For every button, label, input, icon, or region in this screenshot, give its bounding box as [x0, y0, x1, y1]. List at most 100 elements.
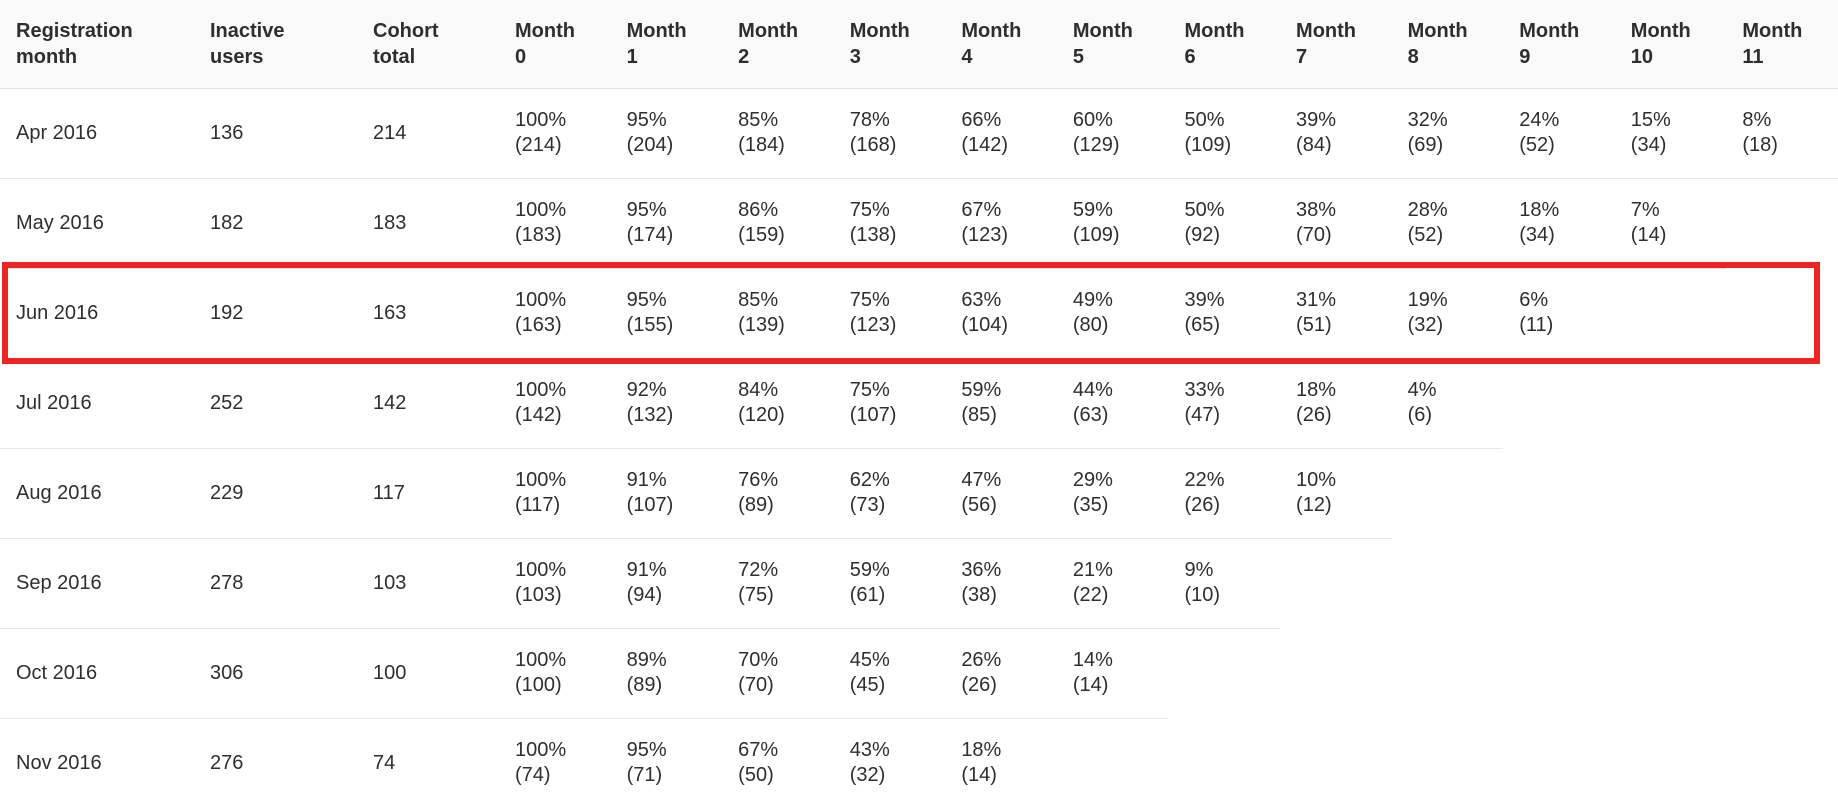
retention-count: (107) [849, 404, 897, 426]
retention-cell: 95% (71) [610, 718, 723, 806]
retention-count: (65) [1184, 314, 1221, 336]
retention-cell: 44% (63) [1056, 358, 1169, 449]
retention-percentage: 4% [1407, 379, 1437, 401]
empty-cell [1726, 628, 1838, 718]
retention-cell: 22% (26) [1168, 448, 1281, 539]
retention-percentage: 28% [1407, 199, 1448, 221]
retention-percentage: 45% [849, 649, 890, 671]
retention-cell: 50% (92) [1168, 178, 1281, 269]
retention-percentage: 91% [626, 469, 667, 491]
retention-percentage: 95% [626, 109, 667, 131]
retention-percentage: 62% [849, 469, 890, 491]
retention-percentage: 100% [515, 559, 567, 581]
empty-cell [1615, 718, 1727, 806]
retention-percentage: 66% [961, 109, 1002, 131]
cohort-total-cell: 142 [357, 358, 499, 449]
column-header-label: Month 10 [1630, 19, 1691, 68]
registration-month-cell: Aug 2016 [0, 448, 194, 539]
retention-percentage: 49% [1072, 289, 1113, 311]
retention-count: (174) [626, 224, 674, 246]
empty-cell [1280, 538, 1392, 628]
retention-count: (183) [515, 224, 562, 246]
retention-cell: 100% (74) [499, 718, 611, 806]
retention-count: (163) [515, 314, 562, 336]
retention-cell: 45% (45) [833, 628, 946, 719]
retention-percentage: 89% [626, 649, 667, 671]
retention-count: (204) [626, 134, 674, 156]
column-header: Month 0 [499, 0, 611, 89]
retention-cell: 85% (184) [722, 88, 834, 179]
column-header-label: Inactive users [210, 19, 285, 68]
column-header: Month 4 [945, 0, 1057, 89]
retention-count: (26) [1184, 494, 1221, 516]
cohort-total-cell: 74 [357, 718, 499, 806]
retention-cell: 59% (109) [1056, 178, 1169, 269]
retention-percentage: 100% [515, 469, 567, 491]
retention-count: (214) [515, 134, 562, 156]
retention-cell: 100% (214) [499, 88, 611, 179]
retention-percentage: 59% [1072, 199, 1113, 221]
retention-percentage: 21% [1072, 559, 1113, 581]
retention-percentage: 100% [515, 649, 567, 671]
retention-cell: 8% (18) [1726, 88, 1838, 179]
column-header-label: Cohort total [373, 19, 439, 68]
retention-percentage: 72% [738, 559, 779, 581]
retention-count: (50) [738, 764, 774, 786]
retention-count: (142) [515, 404, 562, 426]
registration-month-cell: Sep 2016 [0, 538, 194, 629]
retention-count: (103) [515, 584, 562, 606]
retention-cell: 32% (69) [1391, 88, 1504, 179]
column-header: Month 7 [1280, 0, 1392, 89]
retention-count: (35) [1072, 494, 1109, 516]
retention-percentage: 36% [961, 559, 1002, 581]
retention-percentage: 24% [1519, 109, 1560, 131]
header-row: Registration month Inactive users Cohort t… [0, 0, 1838, 89]
retention-percentage: 85% [738, 109, 779, 131]
inactive-users-cell: 276 [194, 718, 357, 806]
retention-cell: 4% (6) [1391, 358, 1504, 449]
retention-percentage: 60% [1072, 109, 1113, 131]
column-header: Month 11 [1726, 0, 1838, 89]
retention-percentage: 91% [626, 559, 667, 581]
retention-count: (61) [849, 584, 886, 606]
table-body: Apr 2016 136 214 100% (214) 95% (204) 85% (184) 7… [0, 88, 1838, 806]
column-header: Month 10 [1614, 0, 1727, 89]
retention-percentage: 10% [1296, 469, 1337, 491]
retention-count: (34) [1519, 224, 1555, 246]
retention-percentage: 50% [1184, 199, 1225, 221]
retention-cell: 18% (14) [945, 718, 1057, 806]
empty-cell [1726, 178, 1838, 268]
retention-percentage: 95% [626, 199, 667, 221]
column-header-label: Month 5 [1072, 19, 1133, 68]
retention-percentage: 9% [1184, 559, 1214, 581]
inactive-users-cell: 192 [194, 268, 357, 359]
retention-percentage: 47% [961, 469, 1002, 491]
retention-cell: 28% (52) [1391, 178, 1504, 269]
retention-percentage: 67% [738, 739, 779, 761]
retention-count: (14) [961, 764, 997, 786]
empty-cell [1392, 538, 1504, 628]
inactive-users-cell: 306 [194, 628, 357, 719]
empty-cell [1726, 538, 1838, 628]
retention-count: (84) [1296, 134, 1332, 156]
retention-cell: 18% (34) [1503, 178, 1615, 269]
retention-cell: 62% (73) [833, 448, 946, 539]
retention-count: (10) [1184, 584, 1221, 606]
retention-percentage: 78% [849, 109, 890, 131]
column-header: Month 3 [833, 0, 946, 89]
retention-percentage: 50% [1184, 109, 1225, 131]
empty-cell [1280, 628, 1392, 718]
retention-percentage: 39% [1184, 289, 1225, 311]
retention-cell: 31% (51) [1280, 268, 1392, 359]
retention-cell: 6% (11) [1503, 268, 1615, 359]
retention-count: (18) [1742, 134, 1778, 156]
column-header-label: Month 9 [1519, 19, 1580, 68]
retention-count: (71) [626, 764, 663, 786]
column-header: Registration month [0, 0, 194, 89]
retention-count: (89) [738, 494, 774, 516]
empty-cell [1168, 718, 1280, 806]
retention-percentage: 33% [1184, 379, 1225, 401]
cohort-row: Aug 2016 229 117 100% (117) 91% (107) 76% (89) 62… [0, 448, 1838, 539]
retention-count: (26) [961, 674, 997, 696]
retention-cell: 18% (26) [1280, 358, 1392, 449]
